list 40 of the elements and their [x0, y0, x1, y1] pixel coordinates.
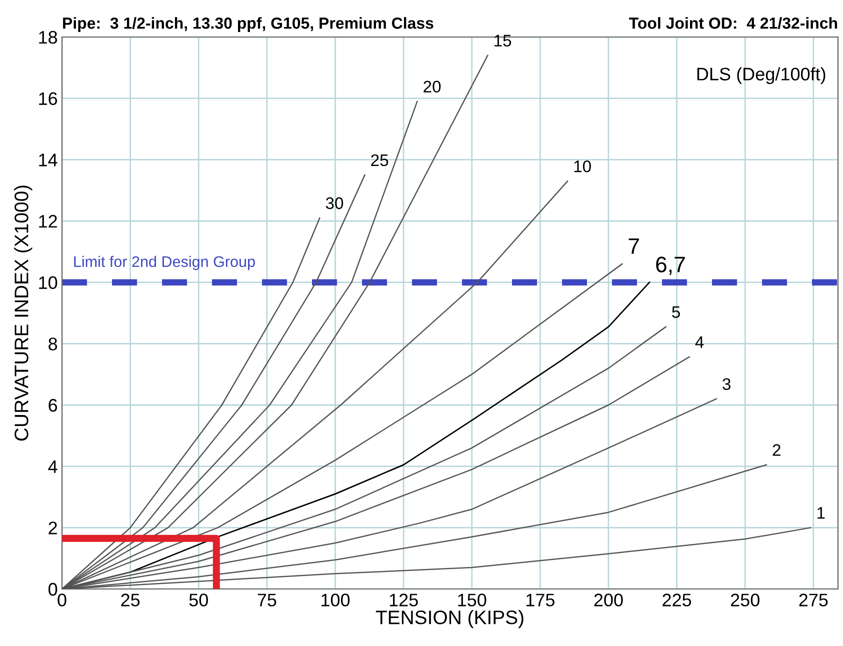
y-tick-label: 18 — [39, 30, 58, 44]
series-label: 6,7 — [656, 256, 685, 276]
chart-subtitle: Tool Joint OD: 4 21/32-inch — [629, 17, 838, 29]
series-label: 25 — [371, 154, 388, 166]
x-tick-label: 50 — [189, 594, 208, 606]
x-tick-label: 75 — [258, 594, 276, 606]
y-tick-label: 0 — [48, 582, 58, 596]
y-tick-label: 6 — [48, 398, 58, 412]
y-tick-label: 4 — [48, 460, 58, 473]
x-tick-label: 275 — [799, 594, 828, 606]
y-tick-label: 2 — [48, 522, 57, 534]
y-tick-label: 8 — [48, 338, 58, 350]
x-tick-label: 225 — [662, 594, 692, 606]
series-label: 1 — [818, 507, 825, 519]
series-label: 7 — [628, 238, 639, 254]
x-tick-label: 175 — [526, 594, 554, 606]
chart-title: Pipe: 3 1/2-inch, 13.30 ppf, G105, Premium Class — [63, 17, 434, 32]
x-tick-label: 125 — [390, 594, 418, 606]
y-tick-label: 14 — [39, 154, 58, 166]
series-label: 5 — [672, 306, 680, 318]
y-tick-label: 12 — [39, 214, 57, 228]
x-axis-title: TENSION (KIPS) — [376, 610, 524, 628]
x-tick-label: 25 — [121, 594, 140, 606]
x-tick-label: 100 — [322, 594, 350, 606]
legend-title: DLS (Deg/100ft) — [697, 67, 826, 84]
series-label: 30 — [326, 197, 344, 210]
x-tick-label: 200 — [594, 594, 623, 606]
x-tick-label: 250 — [730, 594, 760, 606]
x-tick-label: 0 — [58, 594, 66, 606]
series-label: 2 — [772, 444, 780, 456]
series-label: 20 — [424, 80, 441, 93]
series-label: 4 — [695, 336, 704, 348]
series-label: 3 — [722, 378, 730, 390]
y-axis-title: CURVATURE INDEX (X1000) — [14, 186, 32, 441]
ref-line-label: Limit for 2nd Design Group — [74, 256, 255, 270]
y-tick-label: 10 — [39, 276, 58, 290]
x-tick-label: 150 — [458, 594, 486, 606]
series-label: 10 — [574, 160, 591, 172]
y-tick-label: 16 — [39, 92, 58, 106]
series-label: 15 — [494, 34, 512, 47]
